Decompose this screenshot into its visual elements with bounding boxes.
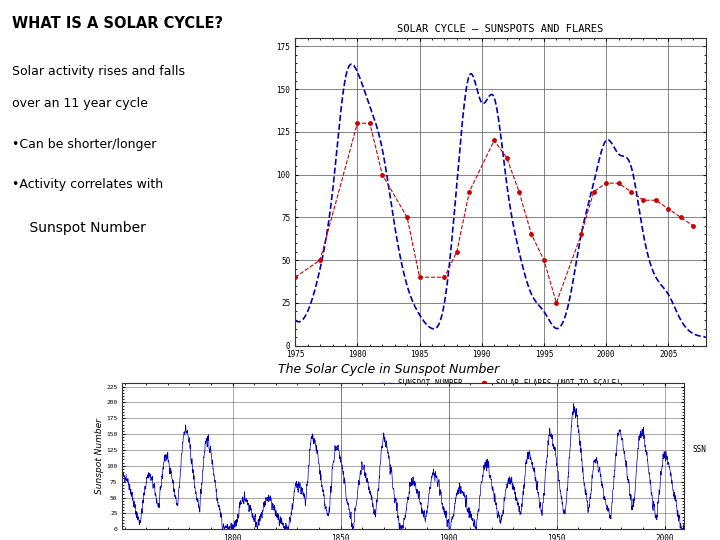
Y-axis label: Sunspot Number: Sunspot Number: [94, 418, 104, 494]
Text: SSN: SSN: [693, 444, 706, 454]
Text: •Activity correlates with: •Activity correlates with: [12, 178, 163, 191]
Text: over an 11 year cycle: over an 11 year cycle: [12, 97, 148, 110]
Text: WHAT IS A SOLAR CYCLE?: WHAT IS A SOLAR CYCLE?: [12, 16, 223, 31]
Text: •Can be shorter/longer: •Can be shorter/longer: [12, 138, 157, 151]
Title: SOLAR CYCLE – SUNSPOTS AND FLARES: SOLAR CYCLE – SUNSPOTS AND FLARES: [397, 24, 603, 34]
Text: Sunspot Number: Sunspot Number: [12, 221, 146, 235]
Legend: SUNSPOT NUMBER, SOLAR FLARES (NOT TO SCALE): SUNSPOT NUMBER, SOLAR FLARES (NOT TO SCA…: [377, 376, 624, 391]
Text: The Solar Cycle in Sunspot Number: The Solar Cycle in Sunspot Number: [278, 363, 500, 376]
Text: Solar activity rises and falls: Solar activity rises and falls: [12, 65, 185, 78]
